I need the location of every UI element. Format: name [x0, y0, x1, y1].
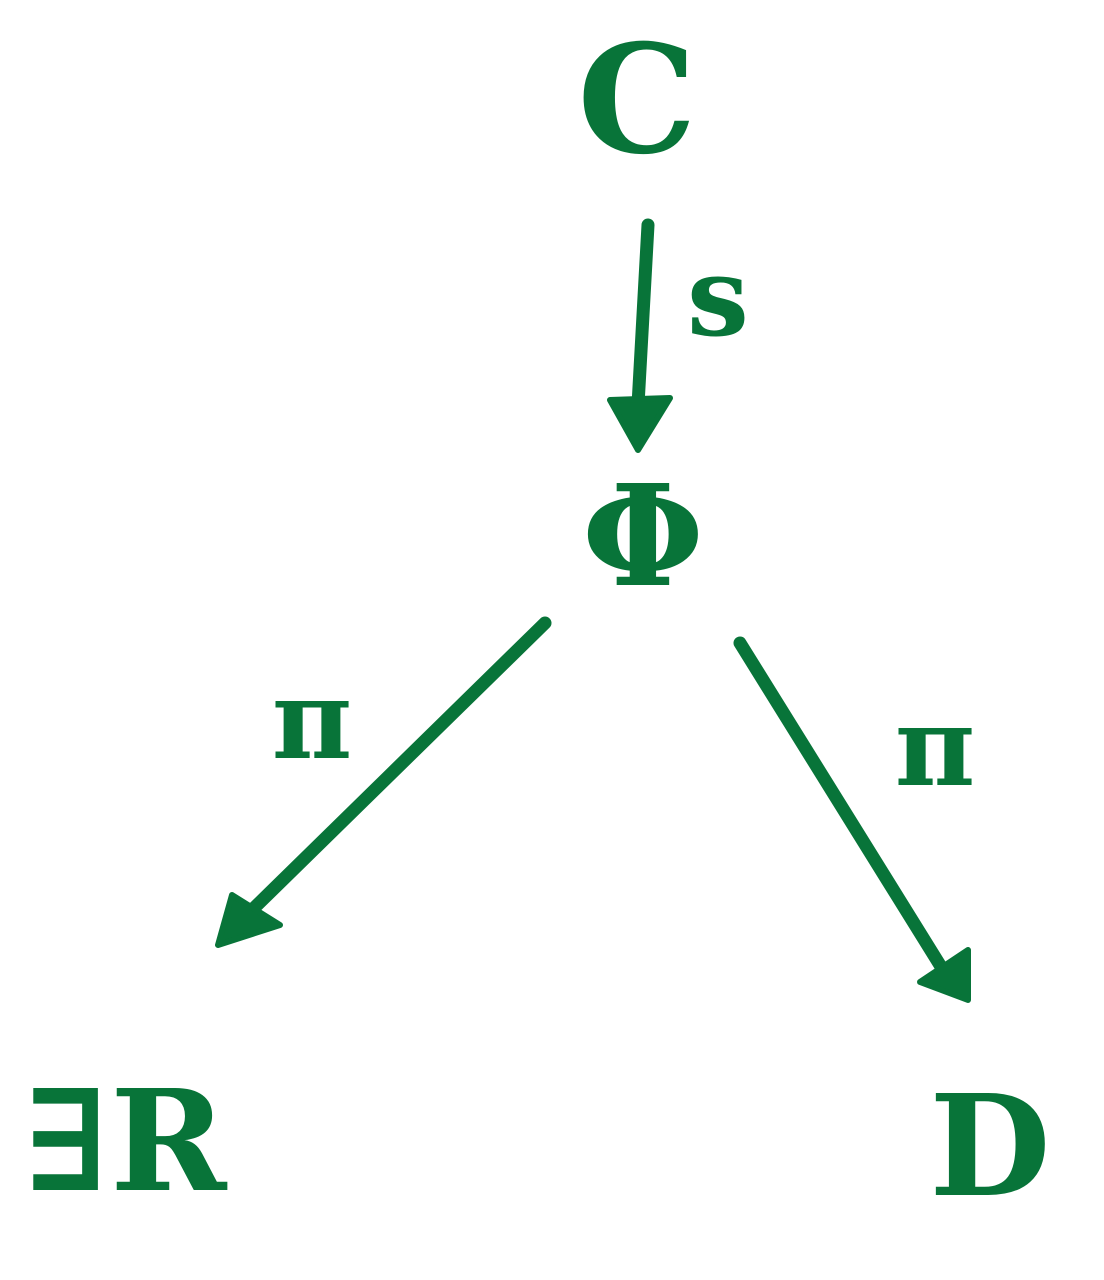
edge-pi-right-arrowhead: [917, 947, 971, 1003]
node-phi: Φ: [582, 455, 704, 619]
edge-pi-left: [215, 616, 552, 948]
edge-pi-left-line: [243, 616, 552, 919]
edge-pi-left-arrowhead: [215, 892, 283, 948]
node-c: C: [577, 12, 696, 188]
node-d: D: [929, 1065, 1050, 1229]
edge-s-line: [631, 218, 655, 412]
edge-pi-right: [733, 636, 971, 1003]
edge-s-label: s: [687, 232, 749, 361]
node-er: ∃R: [23, 1060, 228, 1224]
edge-s: [607, 218, 673, 453]
edge-pi-left-label: π: [272, 655, 353, 784]
edge-pi-right-line: [733, 636, 955, 985]
edge-s-arrowhead: [607, 395, 673, 453]
edge-pi-right-label: π: [895, 682, 976, 811]
